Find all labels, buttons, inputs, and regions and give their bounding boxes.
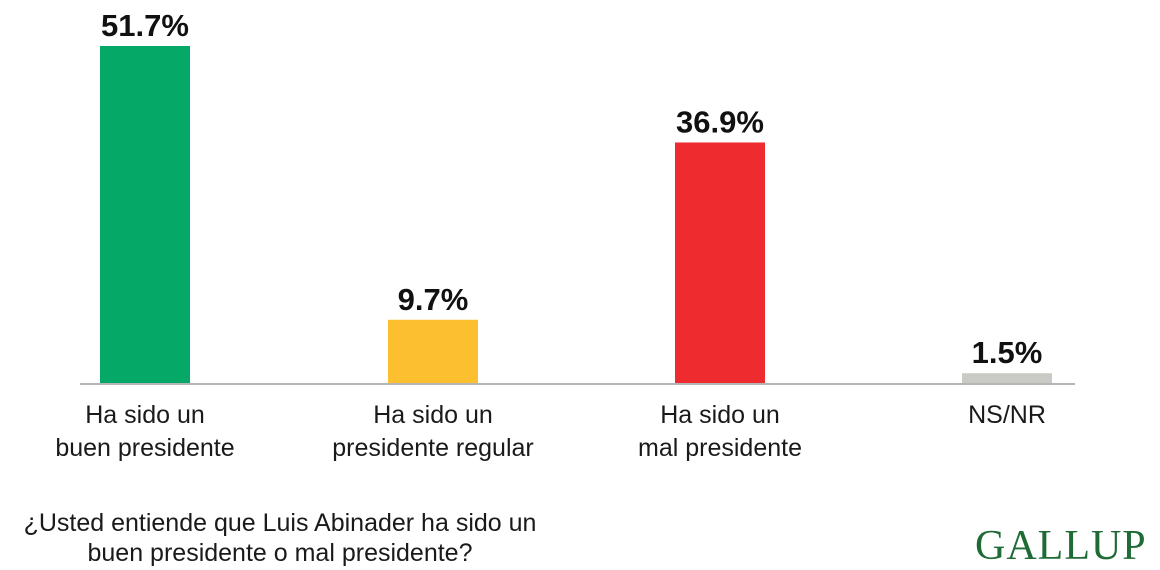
category-label-1-line-2: buen presidente: [55, 434, 234, 462]
category-label-3-line-1: Ha sido un: [660, 401, 780, 429]
value-label-1: 51.7%: [101, 8, 189, 43]
category-label-2-line-2: presidente regular: [332, 434, 534, 462]
value-label-2: 9.7%: [398, 282, 469, 317]
survey-question: ¿Usted entiende que Luis Abinader ha sid…: [23, 509, 537, 567]
bar-2: [388, 319, 478, 383]
gallup-logo: GALLUP: [975, 523, 1147, 569]
value-label-4: 1.5%: [972, 335, 1043, 370]
value-label-3: 36.9%: [676, 104, 764, 139]
bar-chart: 51.7% Ha sido un buen presidente 9.7% Ha sid…: [55, 8, 1075, 462]
category-label-4-line-1: NS/NR: [968, 401, 1046, 429]
category-label-3-line-2: mal presidente: [638, 434, 802, 462]
category-label-1-line-1: Ha sido un: [85, 401, 205, 429]
category-label-2-line-1: Ha sido un: [373, 401, 493, 429]
bar-4: [962, 373, 1052, 383]
bar-3: [675, 142, 765, 383]
bar-1: [100, 46, 190, 383]
